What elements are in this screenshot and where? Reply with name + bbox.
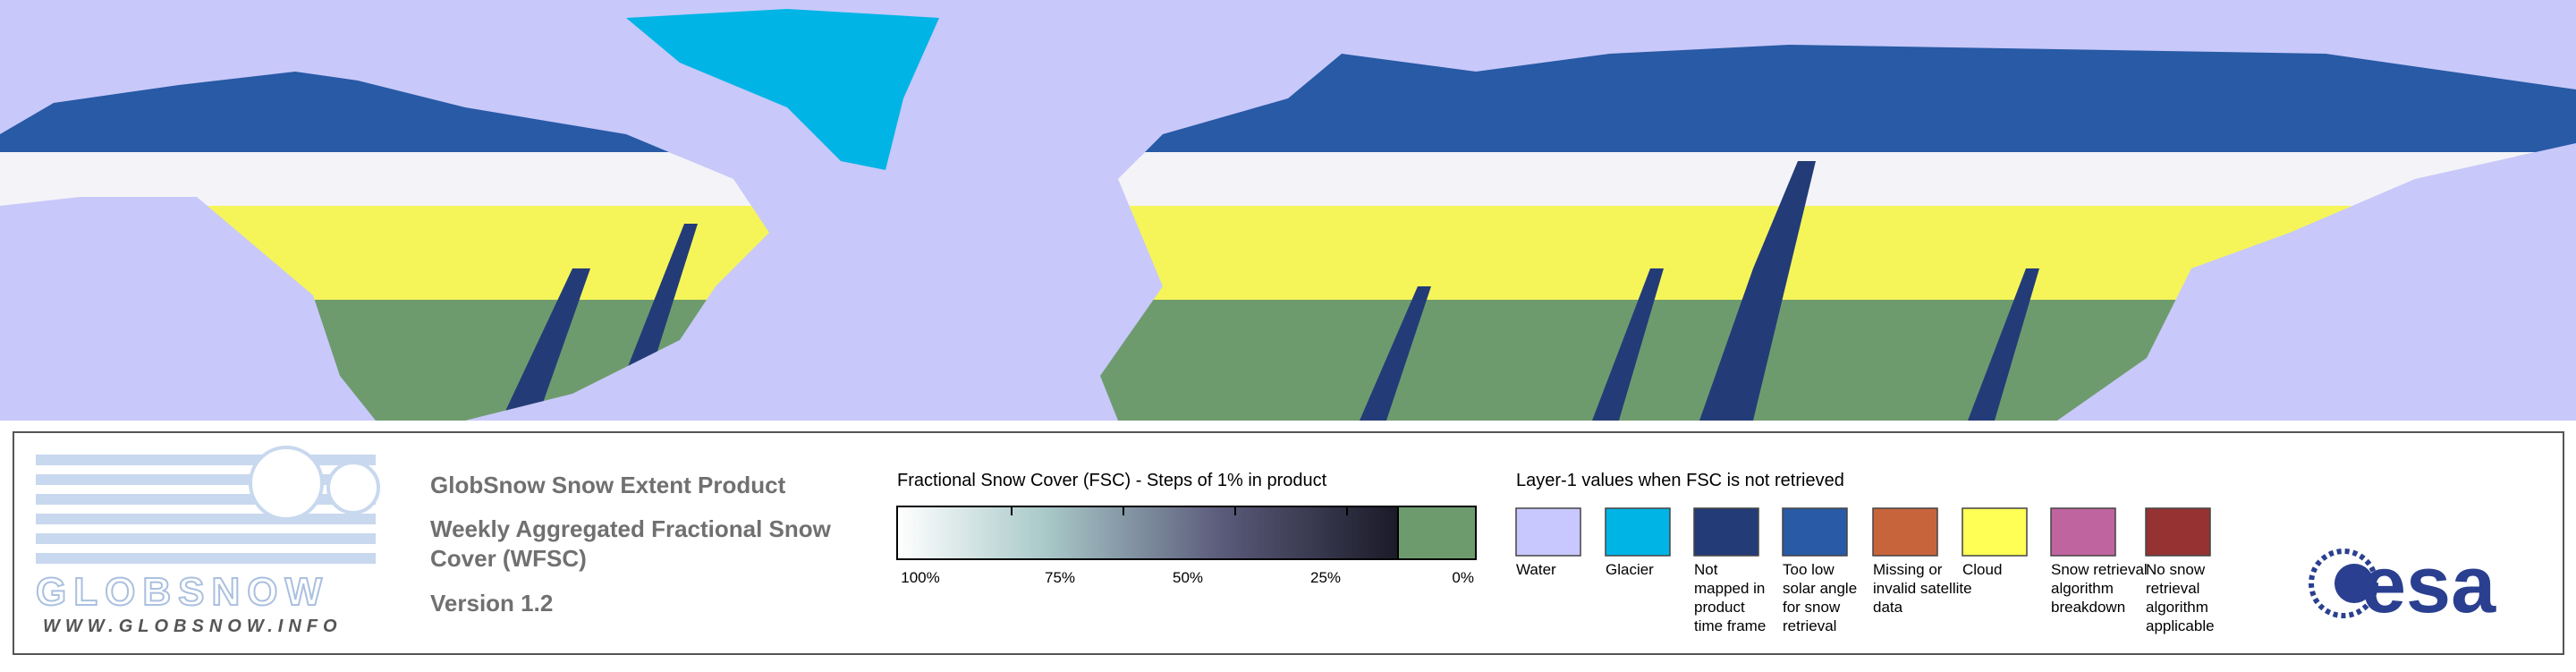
globsnow-logo: GLOBSNOW WWW.GLOBSNOW.INFO (35, 446, 380, 636)
fsc-label: 100% (901, 569, 939, 586)
fsc-label: 50% (1173, 569, 1203, 586)
item-label: retrieval (2146, 580, 2199, 597)
layer1-title: Layer-1 values when FSC is not retrieved (1516, 471, 1844, 490)
item-label: invalid satellite (1873, 580, 1972, 597)
product-version: Version 1.2 (430, 590, 553, 617)
item-label: applicable (2146, 617, 2215, 634)
swatch (1962, 507, 2028, 557)
item-label: Not (1694, 561, 1718, 578)
fsc-title: Fractional Snow Cover (FSC) - Steps of 1… (897, 471, 1327, 490)
item-label: algorithm (2146, 599, 2208, 616)
logo-url: WWW.GLOBSNOW.INFO (43, 617, 343, 636)
item-label: time frame (1694, 617, 1766, 634)
logo-name: GLOBSNOW (36, 570, 329, 614)
swatch (1782, 507, 1848, 557)
item-label: retrieval (1783, 617, 1836, 634)
fsc-gradient (896, 506, 1399, 560)
swatch (1515, 507, 1581, 557)
map (0, 0, 2576, 421)
item-label: Missing or (1873, 561, 1943, 578)
product-title: GlobSnow Snow Extent Product (430, 472, 786, 498)
fsc-label: 75% (1045, 569, 1075, 586)
item-label: product (1694, 599, 1745, 616)
item-label: mapped in (1694, 580, 1765, 597)
esa-text: esa (2361, 540, 2496, 630)
swatch (1693, 507, 1759, 557)
item-label: for snow (1783, 599, 1841, 616)
swatch (2050, 507, 2116, 557)
swatch (1872, 507, 1938, 557)
item-label: Snow retrieval (2051, 561, 2148, 578)
fsc-zero (1397, 506, 1477, 560)
item-label: algorithm (2051, 580, 2114, 597)
fsc-label: 25% (1310, 569, 1341, 586)
item-label: breakdown (2051, 599, 2125, 616)
item-label: solar angle (1783, 580, 1857, 597)
product-subtitle: Weekly Aggregated Fractional Snow (430, 515, 832, 542)
item-label: Too low (1783, 561, 1835, 578)
item-label: Water (1516, 561, 1556, 578)
swatch (2145, 507, 2211, 557)
item-label: Cloud (1962, 561, 2002, 578)
fsc-label: 0% (1452, 569, 1474, 586)
item-label: No snow (2146, 561, 2206, 578)
item-label: data (1873, 599, 1903, 616)
esa-logo: esa (2309, 540, 2496, 630)
swatch (1605, 507, 1671, 557)
product-subtitle: Cover (WFSC) (430, 545, 587, 572)
item-label: Glacier (1606, 561, 1654, 578)
